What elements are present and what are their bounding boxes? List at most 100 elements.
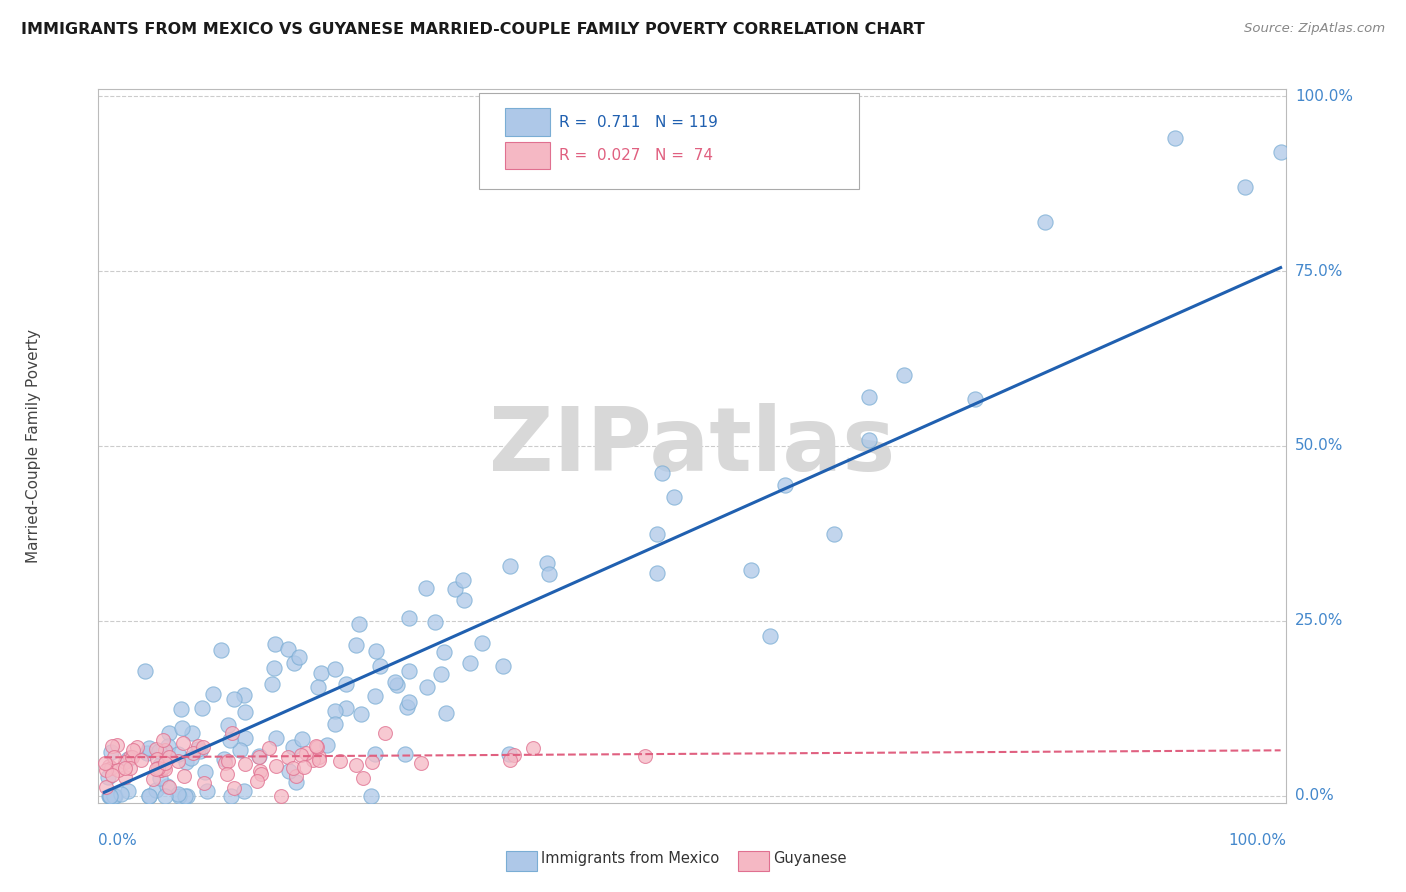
Point: [233, 705, 256, 719]
Point: [176, 789, 198, 803]
Point: [350, 706, 373, 721]
Point: [155, 743, 177, 757]
Point: [193, 764, 215, 779]
Point: [823, 527, 845, 541]
Point: [502, 748, 524, 763]
Point: [103, 749, 125, 764]
Point: [492, 659, 515, 673]
Point: [416, 681, 439, 695]
Point: [305, 739, 328, 754]
Point: [94, 780, 117, 794]
Point: [292, 760, 315, 774]
Point: [180, 726, 202, 740]
Point: [498, 747, 520, 761]
Point: [233, 731, 256, 746]
Point: [195, 784, 218, 798]
Point: [156, 747, 179, 761]
Point: [364, 747, 387, 761]
Point: [229, 743, 252, 757]
Point: [858, 434, 880, 448]
Point: [169, 702, 191, 716]
Point: [285, 769, 308, 783]
Point: [118, 761, 141, 775]
Point: [101, 739, 124, 753]
Point: [374, 726, 396, 740]
Point: [215, 767, 238, 781]
Point: [152, 733, 174, 747]
Point: [291, 732, 314, 747]
Point: [325, 704, 347, 718]
Point: [153, 759, 176, 773]
Point: [498, 754, 520, 768]
Point: [634, 749, 657, 764]
Point: [277, 764, 299, 779]
Point: [114, 755, 136, 769]
Point: [247, 749, 270, 764]
Point: [118, 749, 141, 764]
Point: [188, 744, 211, 758]
Point: [233, 688, 256, 702]
Point: [264, 637, 287, 651]
Text: 50.0%: 50.0%: [1295, 439, 1343, 453]
Point: [125, 740, 148, 755]
Point: [149, 763, 172, 777]
Point: [149, 758, 172, 772]
Point: [149, 763, 172, 777]
Point: [396, 699, 419, 714]
Point: [121, 742, 143, 756]
Point: [364, 644, 387, 658]
Point: [138, 789, 160, 803]
Point: [398, 664, 420, 678]
Point: [260, 676, 283, 690]
Point: [221, 725, 243, 739]
Point: [858, 390, 880, 404]
Point: [740, 563, 762, 577]
Point: [142, 772, 165, 786]
Point: [202, 688, 225, 702]
Point: [117, 784, 139, 798]
Point: [650, 466, 672, 480]
Point: [453, 593, 475, 607]
Point: [157, 749, 180, 764]
Point: [277, 749, 299, 764]
Text: ZIPatlas: ZIPatlas: [489, 402, 896, 490]
Point: [415, 581, 437, 595]
Text: 0.0%: 0.0%: [98, 833, 138, 848]
Point: [250, 766, 273, 780]
Point: [307, 681, 329, 695]
Point: [281, 761, 304, 775]
Point: [430, 666, 453, 681]
Point: [97, 770, 120, 784]
Point: [893, 368, 915, 382]
Point: [167, 747, 190, 761]
Point: [316, 738, 339, 752]
Point: [107, 763, 129, 777]
Point: [360, 755, 382, 769]
Point: [174, 756, 197, 770]
Point: [536, 556, 558, 570]
Point: [257, 740, 280, 755]
Point: [323, 716, 346, 731]
Point: [153, 762, 176, 776]
Point: [103, 789, 125, 803]
Point: [647, 566, 669, 581]
Point: [281, 739, 304, 754]
Point: [219, 789, 242, 803]
Point: [347, 617, 370, 632]
Point: [270, 789, 292, 803]
Point: [114, 761, 136, 775]
Point: [145, 783, 167, 797]
Point: [963, 392, 986, 406]
Point: [181, 746, 204, 760]
Bar: [505, 142, 550, 169]
Point: [134, 664, 156, 678]
Point: [98, 789, 121, 803]
Point: [285, 775, 308, 789]
Point: [384, 675, 406, 690]
Point: [193, 776, 215, 790]
Point: [344, 638, 367, 652]
Point: [335, 676, 357, 690]
Point: [187, 742, 209, 756]
Point: [249, 764, 271, 778]
Point: [352, 771, 374, 785]
